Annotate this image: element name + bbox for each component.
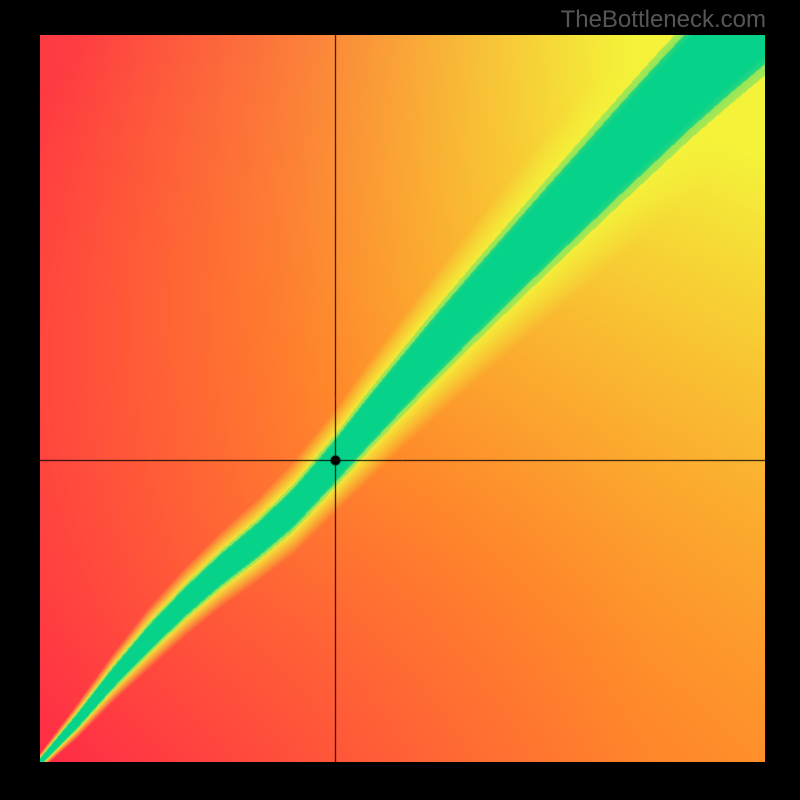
heatmap-canvas: [40, 35, 765, 762]
watermark-text: TheBottleneck.com: [561, 6, 766, 34]
chart-container: TheBottleneck.com: [0, 0, 800, 800]
